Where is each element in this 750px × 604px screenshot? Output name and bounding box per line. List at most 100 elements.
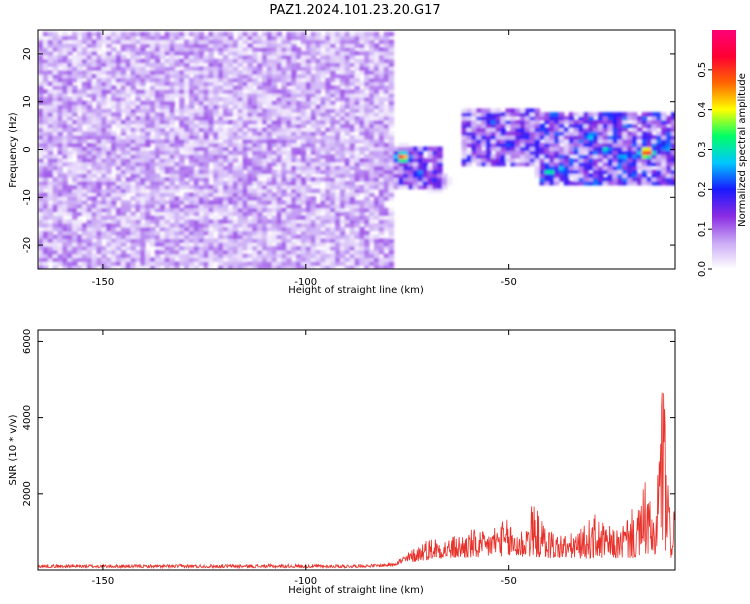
heatmap-cell [130,257,136,262]
heatmap-cell [86,242,93,247]
heatmap-cell [559,158,565,163]
heatmap-cell [218,169,224,174]
heatmap-cell [174,226,180,232]
heatmap-cell [169,139,175,144]
heatmap-cell [198,161,205,167]
heatmap-cell [369,116,375,121]
heatmap-cell [286,165,292,171]
heatmap-cell [184,234,190,239]
heatmap-cell [154,196,161,201]
heatmap-cell [198,47,205,52]
heatmap-cell [179,238,185,243]
heatmap-cell [291,58,297,64]
heatmap-cell [223,77,229,83]
heatmap-cell [111,246,117,251]
heatmap-cell [77,62,83,67]
heatmap-cell [271,169,278,174]
heatmap-cell [466,142,472,148]
heatmap-cell [490,112,497,117]
heatmap-cell [481,142,487,148]
heatmap-cell [252,135,258,140]
heatmap-cell [47,93,54,98]
heatmap-cell [77,165,83,171]
heatmap-cell [422,184,429,190]
heatmap-cell [661,150,667,155]
heatmap-cell [72,119,78,125]
heatmap-cell [150,104,156,109]
heatmap-cell [91,207,98,213]
heatmap-cell [42,104,49,109]
heatmap-cell [359,226,365,232]
heatmap-cell [335,223,341,228]
heatmap-cell [81,242,88,247]
heatmap-cell [120,47,127,52]
heatmap-cell [617,139,623,144]
heatmap-cell [164,165,171,171]
heatmap-cell [77,77,83,83]
heatmap-cell [247,253,253,259]
heatmap-cell [169,249,175,255]
heatmap-cell [520,161,526,167]
heatmap-cell [62,261,68,266]
heatmap-cell [310,139,317,144]
heatmap-cell [130,146,136,151]
heatmap-cell [388,215,395,220]
heatmap-cell [115,223,122,228]
heatmap-cell [174,127,180,132]
heatmap-cell [145,51,151,56]
heatmap-cell [52,154,59,159]
heatmap-cell [135,257,141,262]
heatmap-cell [159,127,166,132]
heatmap-cell [262,181,268,186]
heatmap-cell [320,112,326,117]
heatmap-cell [247,200,253,205]
heatmap-cell [62,100,68,106]
heatmap-cell [81,230,88,236]
heatmap-cell [383,35,390,41]
heatmap-cell [607,177,614,182]
heatmap-cell [300,184,307,190]
heatmap-cell [262,242,268,247]
heatmap-cell [515,108,521,113]
heatmap-cell [154,119,161,125]
snr-x-axis: -150 -100 -50 [92,330,517,587]
heatmap-cell [227,70,234,75]
heatmap-cell [77,173,83,178]
heatmap-cell [38,173,44,178]
heatmap-cell [242,188,248,194]
heatmap-cell [227,261,234,266]
heatmap-cell [247,223,253,228]
heatmap-cell [213,104,219,109]
heatmap-cell [539,165,545,171]
heatmap-cell [125,77,132,83]
heatmap-cell [359,158,365,163]
heatmap-cell [120,207,127,213]
heatmap-cell [188,192,195,197]
heatmap-cell [291,43,297,48]
heatmap-cell [330,74,336,79]
heatmap-cell [232,238,239,243]
heatmap-cell [529,119,536,125]
heatmap-cell [179,177,185,182]
heatmap-cell [193,234,200,239]
heatmap-cell [354,108,360,113]
heatmap-cell [62,116,68,121]
heatmap-cell [466,135,472,140]
heatmap-cell [490,154,497,159]
heatmap-cell [42,135,49,140]
heatmap-cell [520,142,526,148]
heatmap-cell [188,39,195,44]
heatmap-cell [554,116,560,121]
heatmap-cell [111,219,117,224]
heatmap-cell [159,139,166,144]
heatmap-cell [300,249,307,255]
heatmap-cell [145,35,151,41]
heatmap-cell [184,200,190,205]
heatmap-cell [335,181,341,186]
heatmap-cell [593,181,599,186]
heatmap-cell [335,135,341,140]
heatmap-cell [320,58,326,64]
heatmap-cell [349,116,356,121]
heatmap-cell [188,253,195,259]
heatmap-cell [296,161,302,167]
